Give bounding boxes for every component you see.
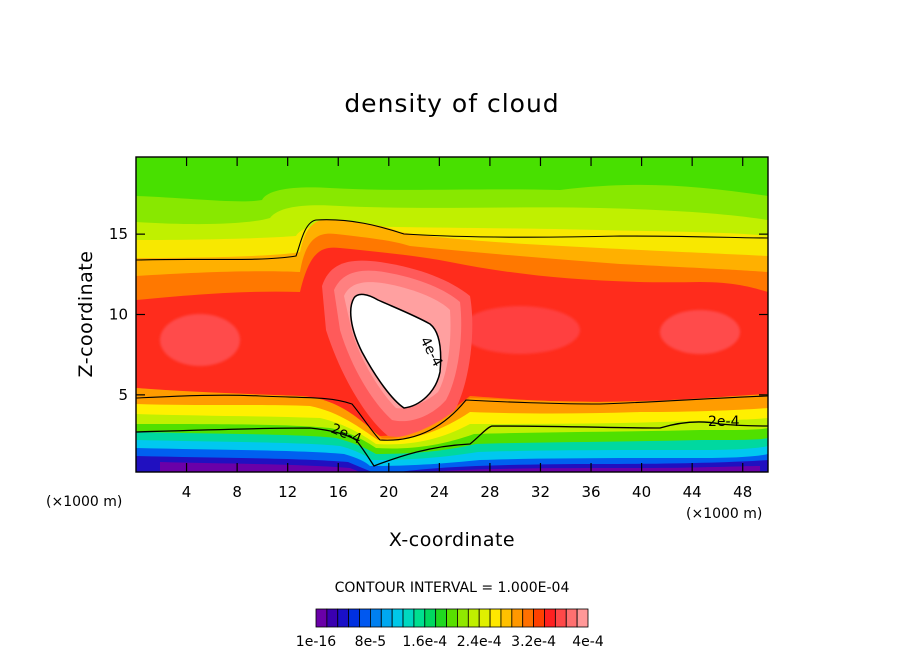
contour-label-right: 2e-4 — [708, 414, 740, 430]
x-tick-label: 48 — [733, 483, 752, 501]
colorbar-swatch — [348, 608, 360, 628]
x-tick-label: 36 — [581, 483, 600, 501]
colorbar-swatch — [457, 608, 469, 628]
colorbar-swatch — [380, 608, 393, 628]
colorbar-swatch — [337, 608, 350, 628]
y-axis-ticks: 5 10 15 — [109, 225, 768, 404]
colorbar-swatch — [359, 608, 371, 628]
x-tick-label: 40 — [632, 483, 651, 501]
contour-line-1e-4-lower — [136, 394, 768, 441]
contour-line-1e-4-upper — [136, 219, 768, 261]
x-tick-label: 20 — [379, 483, 398, 501]
colorbar-swatch — [467, 608, 480, 628]
chart-title: density of cloud — [344, 89, 559, 118]
colorbar-swatch — [554, 608, 567, 628]
colorbar-tick-label: 1.6e-4 — [402, 634, 447, 650]
x-axis-ticks: 4 8 12 16 20 24 28 32 36 40 44 48 — [182, 157, 752, 501]
colorbar-tick-label: 8e-5 — [355, 634, 386, 650]
colorbar-swatch — [326, 608, 339, 628]
cloud-density-field: 4e-4 2e-4 2e-4 — [136, 157, 768, 472]
blob-light-red-right — [660, 310, 740, 354]
y-tick-label: 10 — [109, 306, 128, 324]
colorbar-tick-label: 4e-4 — [572, 634, 604, 650]
colorbar-swatch — [489, 608, 502, 628]
y-tick-label: 5 — [118, 386, 128, 404]
colorbar-swatch — [565, 608, 578, 628]
y-tick-label: 15 — [109, 225, 128, 243]
colorbar-swatch — [500, 608, 513, 628]
colorbar — [315, 608, 589, 628]
x-tick-label: 44 — [683, 483, 702, 501]
x-tick-label: 4 — [182, 483, 192, 501]
x-tick-label: 24 — [430, 483, 449, 501]
x-tick-label: 32 — [531, 483, 550, 501]
x-tick-label: 28 — [480, 483, 499, 501]
colorbar-tick-label: 1e-16 — [296, 634, 336, 650]
band-lower-purple — [160, 462, 760, 472]
x-tick-label: 12 — [278, 483, 297, 501]
colorbar-swatch — [413, 608, 426, 628]
colorbar-swatch — [533, 608, 545, 628]
contour-interval-text: CONTOUR INTERVAL = 1.000E-04 — [335, 580, 570, 596]
x-axis-unit-right: (×1000 m) — [686, 506, 762, 522]
colorbar-swatch — [544, 608, 556, 628]
x-axis-label: X-coordinate — [389, 529, 515, 551]
x-tick-label: 16 — [329, 483, 348, 501]
blob-light-red-center — [460, 306, 580, 354]
colorbar-swatch — [424, 608, 437, 628]
peak-white-region — [349, 293, 442, 409]
colorbar-tick-labels: 1e-16 8e-5 1.6e-4 2.4e-4 3.2e-4 4e-4 — [296, 634, 604, 650]
colorbar-tick-label: 2.4e-4 — [457, 634, 502, 650]
colorbar-swatch — [402, 608, 415, 628]
colorbar-tick-label: 3.2e-4 — [511, 634, 556, 650]
colorbar-swatch — [369, 608, 382, 628]
colorbar-swatch — [315, 608, 328, 628]
colorbar-swatch — [478, 608, 491, 628]
x-axis-unit-left: (×1000 m) — [46, 494, 122, 510]
colorbar-swatch — [522, 608, 534, 628]
colorbar-swatch — [511, 608, 524, 628]
colorbar-swatch — [446, 608, 458, 628]
contour-line-2e-4 — [136, 421, 768, 467]
y-axis-label: Z-coordinate — [75, 251, 97, 378]
colorbar-swatch — [576, 608, 589, 628]
colorbar-swatch — [391, 608, 404, 628]
x-tick-label: 8 — [232, 483, 242, 501]
colorbar-swatch — [435, 608, 447, 628]
blob-light-red-left — [160, 314, 240, 366]
